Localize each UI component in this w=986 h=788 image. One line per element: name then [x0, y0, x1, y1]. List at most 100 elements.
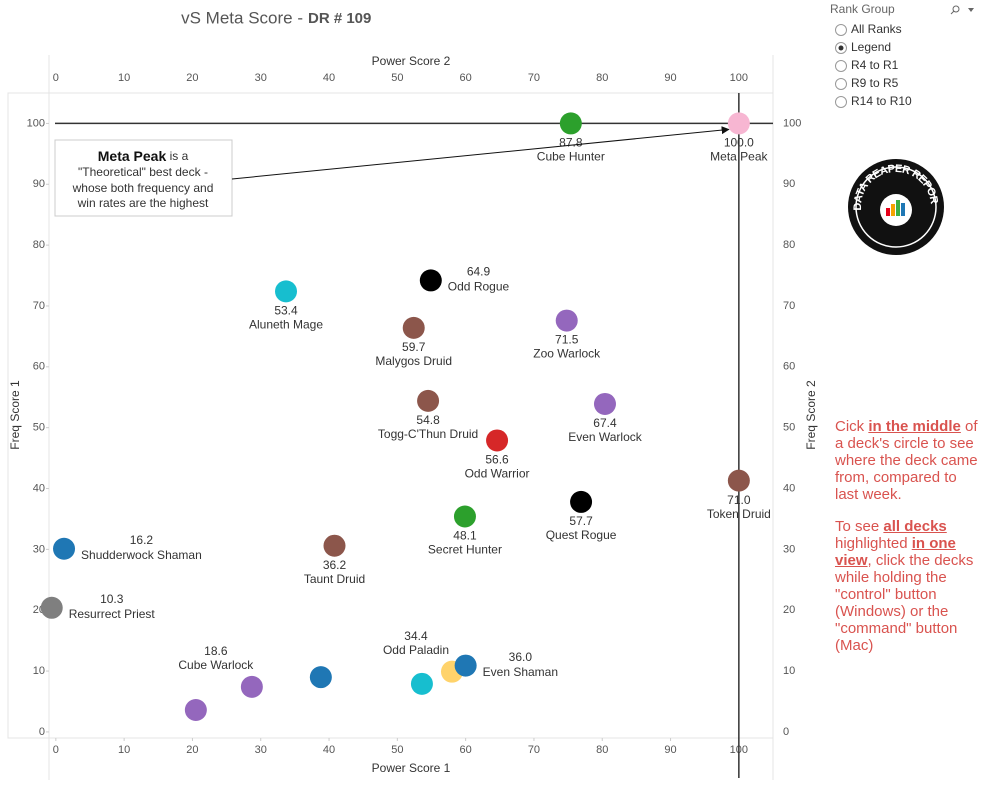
y-tick-label: 80 — [33, 239, 45, 251]
radio-label[interactable]: All Ranks — [851, 22, 902, 36]
x2-tick-label: 40 — [323, 72, 335, 84]
y-tick-label: 0 — [39, 726, 45, 738]
data-point — [184, 699, 207, 722]
point-score: 67.4 — [593, 416, 617, 430]
annotation-line: whose both frequency and — [72, 181, 214, 195]
point-label: Token Druid — [707, 507, 771, 521]
note-emphasis: in the middle — [868, 418, 961, 435]
point-label: Togg-C'Thun Druid — [378, 427, 478, 441]
x2-tick-label: 30 — [255, 72, 267, 84]
point-score: 57.7 — [569, 514, 593, 528]
radio-dot — [838, 45, 844, 51]
point-label: Aluneth Mage — [249, 318, 323, 332]
y-tick-label: 30 — [33, 543, 45, 555]
point-label: Odd Rogue — [448, 280, 510, 294]
x-tick-label: 0 — [53, 744, 59, 756]
radio[interactable] — [835, 96, 847, 108]
point-label: Resurrect Priest — [69, 607, 156, 621]
instructions: Cick in the middle of a deck's circle to… — [835, 418, 980, 669]
x-axis-title: Power Score 1 — [372, 761, 451, 775]
point-score: 16.2 — [130, 533, 154, 547]
x-tick-label: 80 — [596, 744, 608, 756]
data-point — [593, 392, 616, 415]
logo: DATA REAPER REPORT — [0, 0, 944, 255]
point-score: 100.0 — [724, 136, 754, 150]
point-score: 36.0 — [509, 650, 533, 664]
data-point — [417, 389, 440, 412]
logo-bar — [886, 208, 890, 216]
radio-label[interactable]: R4 to R1 — [851, 58, 899, 72]
data-point — [727, 469, 750, 492]
radio[interactable] — [835, 60, 847, 72]
y2-tick-label: 50 — [783, 422, 795, 434]
x2-tick-label: 20 — [186, 72, 198, 84]
note-text: highlighted — [835, 535, 912, 552]
point-score: 53.4 — [274, 304, 298, 318]
point-label: Taunt Druid — [304, 572, 365, 586]
chart-title: vS Meta Score - — [181, 8, 303, 27]
y2-tick-label: 70 — [783, 300, 795, 312]
radio-label[interactable]: R9 to R5 — [851, 76, 899, 90]
x2-tick-label: 0 — [53, 72, 59, 84]
point-score: 56.6 — [485, 453, 509, 467]
x2-tick-label: 10 — [118, 72, 130, 84]
data-point — [454, 654, 477, 677]
chart-title-bold: DR # 109 — [308, 10, 371, 27]
point-label: Secret Hunter — [428, 543, 502, 557]
data-point — [309, 666, 332, 689]
note-text: of a deck's circle to see where the deck… — [835, 418, 978, 503]
x2-axis-title: Power Score 2 — [372, 54, 451, 68]
annotation-line: win rates are the highest — [77, 196, 209, 210]
point-label: Zoo Warlock — [533, 347, 601, 361]
note-text: , click the decks while holding the "con… — [835, 552, 974, 654]
annotation-title: Meta Peak — [98, 148, 167, 164]
x2-tick-label: 90 — [664, 72, 676, 84]
point-label: Shudderwock Shaman — [81, 548, 202, 562]
x-tick-label: 50 — [391, 744, 403, 756]
x-tick-label: 90 — [664, 744, 676, 756]
radio-label[interactable]: R14 to R10 — [851, 94, 912, 108]
annotation-text: is a — [166, 149, 188, 163]
point-score: 87.8 — [559, 136, 583, 150]
x2-tick-label: 50 — [391, 72, 403, 84]
note: To see all decks highlighted in one view… — [835, 518, 980, 654]
radio[interactable] — [835, 78, 847, 90]
annotation-line: Meta Peak is a — [98, 148, 189, 164]
point-score: 48.1 — [453, 529, 477, 543]
filter-icons — [950, 5, 974, 15]
radio-label[interactable]: Legend — [851, 40, 891, 54]
filter-title: Rank Group — [830, 2, 895, 16]
data-point — [727, 112, 750, 135]
annotation: Meta Peak is a "Theoretical" best deck -… — [54, 139, 233, 217]
note: Cick in the middle of a deck's circle to… — [835, 418, 980, 503]
annotation-line: "Theoretical" best deck - — [78, 165, 208, 179]
y2-tick-label: 20 — [783, 604, 795, 616]
logo-ring — [855, 166, 937, 248]
annotation-box — [54, 139, 233, 217]
y-tick-label: 70 — [33, 300, 45, 312]
radio[interactable] — [835, 24, 847, 36]
point-score: 71.5 — [555, 333, 579, 347]
annotation-arrow — [231, 126, 730, 180]
data-point — [555, 309, 578, 332]
point-score: 54.8 — [416, 413, 440, 427]
data-point — [53, 537, 76, 560]
point-score: 36.2 — [323, 558, 347, 572]
y2-tick-label: 60 — [783, 361, 795, 373]
point-score: 18.6 — [204, 644, 228, 658]
y-tick-label: 100 — [27, 117, 45, 129]
logo-bar — [896, 200, 900, 216]
point-score: 71.0 — [727, 493, 751, 507]
note-text: To see — [835, 518, 884, 535]
data-point — [453, 505, 476, 528]
point-label: Meta Peak — [710, 150, 768, 164]
search-icon[interactable] — [952, 5, 960, 13]
data-point — [559, 112, 582, 135]
data-point — [323, 534, 346, 557]
data-point — [402, 316, 425, 339]
point-label: Even Shaman — [483, 665, 558, 679]
y-axis-title: Freq Score 1 — [8, 380, 22, 450]
y2-tick-label: 40 — [783, 482, 795, 494]
y2-tick-label: 0 — [783, 726, 789, 738]
dropdown-icon[interactable] — [968, 8, 974, 12]
